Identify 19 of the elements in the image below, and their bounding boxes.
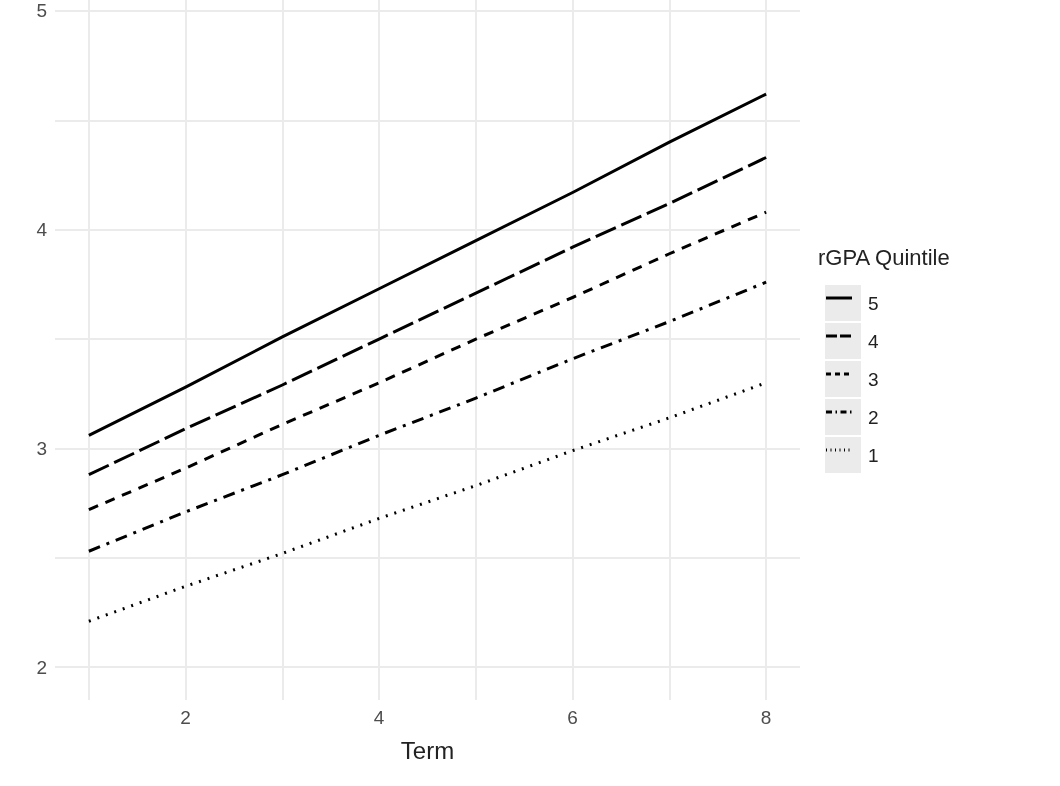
- legend-label: 2: [868, 406, 879, 428]
- line-series: [87, 92, 768, 437]
- x-tick-label: 6: [567, 707, 578, 728]
- x-axis-title: Term: [400, 736, 455, 764]
- legend-label: 3: [868, 368, 879, 390]
- legend-label: 1: [868, 444, 879, 466]
- y-tick-label: 4: [36, 219, 48, 241]
- line-series: [87, 210, 768, 512]
- y-tick-label: 3: [36, 437, 47, 459]
- legend-label: 5: [868, 292, 879, 314]
- legend-title: rGPA Quintile: [818, 244, 950, 270]
- legend-label: 4: [868, 330, 879, 352]
- y-tick-label: 2: [36, 656, 47, 678]
- y-tick-label: 5: [36, 0, 47, 22]
- x-tick-label: 2: [180, 707, 191, 728]
- x-tick-label: 8: [760, 707, 772, 728]
- line-series: [87, 156, 768, 477]
- line-series: [87, 280, 768, 553]
- x-tick-label: 4: [373, 707, 385, 728]
